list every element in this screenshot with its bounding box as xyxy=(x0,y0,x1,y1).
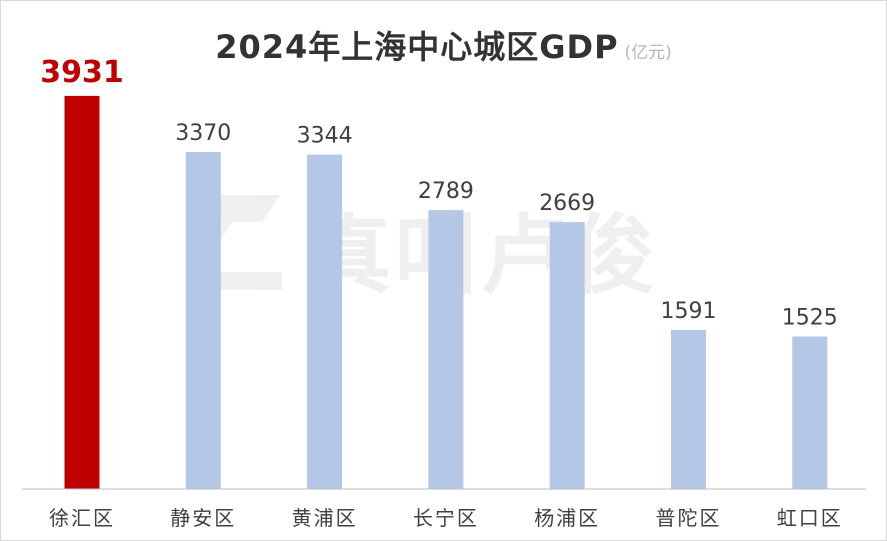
bar-5 xyxy=(549,222,585,489)
value-label-3: 3344 xyxy=(297,124,353,149)
bar-7 xyxy=(792,336,828,489)
value-label-6: 1591 xyxy=(661,299,717,324)
chart-title: 2024年上海中心城区GDP xyxy=(215,28,619,66)
category-labels-layer: 徐汇区 静安区 黄浦区 长宁区 杨浦区 普陀区 虹口区 xyxy=(49,506,843,530)
bars-layer xyxy=(64,95,828,490)
category-label-6: 普陀区 xyxy=(656,506,722,530)
category-label-3: 黄浦区 xyxy=(292,506,358,530)
category-label-7: 虹口区 xyxy=(777,506,843,530)
category-label-4: 长宁区 xyxy=(413,506,479,530)
chart-unit: (亿元) xyxy=(624,43,672,63)
value-label-2: 3370 xyxy=(175,121,231,146)
bar-2 xyxy=(185,152,221,489)
category-label-1: 徐汇区 xyxy=(49,506,115,530)
value-label-1: 3931 xyxy=(40,55,124,90)
bar-6 xyxy=(671,329,706,489)
value-label-4: 2789 xyxy=(418,179,474,204)
category-label-5: 杨浦区 xyxy=(534,506,600,530)
chart-title-block: 2024年上海中心城区GDP (亿元) xyxy=(0,22,887,68)
category-label-2: 静安区 xyxy=(170,506,236,530)
value-label-7: 1525 xyxy=(782,306,838,331)
bar-1 xyxy=(64,95,100,490)
value-label-5: 2669 xyxy=(539,191,595,216)
bar-4 xyxy=(428,210,464,489)
value-labels-layer: 3931 3370 3344 2789 2669 1591 1525 xyxy=(40,55,838,331)
watermark-text: 真叫卢俊 xyxy=(305,206,657,306)
bar-3 xyxy=(307,154,343,489)
